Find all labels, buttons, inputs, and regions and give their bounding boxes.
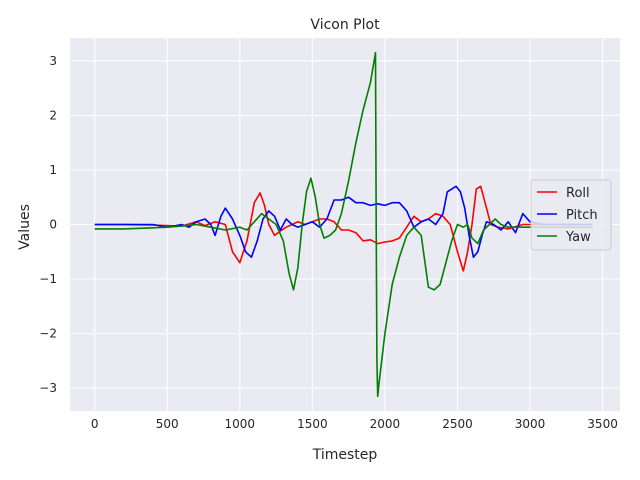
legend-box [530,179,612,251]
x-tick-label: 1500 [297,417,328,431]
x-axis-label: Timestep [312,447,378,463]
series-line-roll [94,185,593,272]
legend-label-roll: Roll [566,186,590,201]
x-tick-label: 0 [91,417,99,431]
legend-label-pitch: Pitch [566,208,598,223]
legend-entry-roll: Roll [537,186,590,201]
legend-label-yaw: Yaw [565,230,591,245]
grid [70,38,620,411]
ticks: 0 500 1000 1500 2000 2500 3000 3500 −3 −2 −1 0 1 2 3 [39,54,618,431]
legend-entry-yaw: Yaw [537,230,591,245]
legend: Roll Pitch Yaw [530,179,612,251]
y-tick-label: −2 [39,327,57,341]
x-tick-label: 3500 [587,417,618,431]
y-tick-label: −1 [39,272,57,286]
y-tick-label: 1 [49,163,57,177]
x-tick-label: 2500 [442,417,473,431]
y-tick-label: 3 [49,54,57,68]
series-line-yaw [94,51,593,398]
y-tick-label: 2 [49,108,57,122]
x-tick-label: 500 [156,417,179,431]
legend-entry-pitch: Pitch [537,208,598,223]
series-lines [94,51,593,398]
x-tick-label: 1000 [225,417,256,431]
y-axis-label: Values [17,204,33,250]
x-tick-label: 2000 [370,417,401,431]
chart-title: Vicon Plot [310,17,380,33]
y-tick-label: −3 [39,381,57,395]
y-tick-label: 0 [49,218,57,232]
x-tick-label: 3000 [515,417,546,431]
